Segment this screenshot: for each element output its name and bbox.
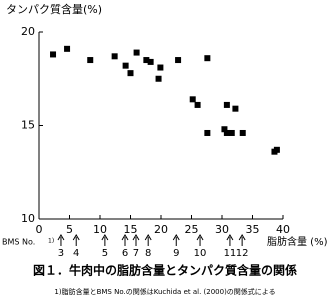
y-tick-label: 20 — [21, 25, 35, 38]
bms-arrow-head — [172, 234, 180, 241]
x-tick-label: 35 — [246, 223, 260, 236]
bms-arrow-head — [144, 234, 152, 241]
point — [239, 129, 246, 136]
point — [155, 75, 162, 82]
x-tick-label: 20 — [154, 223, 168, 236]
point — [87, 57, 94, 64]
bms-number: 10 — [194, 248, 207, 259]
bms-number: 3 — [58, 248, 64, 259]
bms-arrow-head — [196, 234, 204, 241]
bms-number: 6 — [122, 248, 128, 259]
point — [194, 101, 201, 108]
bms-arrow-head — [226, 234, 234, 241]
bms-number: 11 — [224, 248, 237, 259]
bms-arrow-head — [72, 234, 80, 241]
point — [273, 146, 280, 153]
point — [175, 57, 182, 64]
bms-number: 9 — [173, 248, 179, 259]
bms-number: 8 — [145, 248, 151, 259]
bms-number: 7 — [133, 248, 139, 259]
x-tick-label: 25 — [185, 223, 199, 236]
x-tick-label: 5 — [66, 223, 73, 236]
x-tick-label: 0 — [36, 223, 43, 236]
point — [228, 129, 235, 136]
bms-arrow-head — [132, 234, 140, 241]
point — [50, 51, 57, 58]
point — [122, 62, 129, 69]
point — [133, 49, 140, 56]
point — [223, 129, 230, 136]
point — [111, 53, 118, 60]
bms-label: BMS No. — [2, 238, 35, 247]
x-axis-title: 脂肪含量 (%) — [267, 235, 328, 248]
x-tick-label: 15 — [124, 223, 138, 236]
bms-arrow-head — [121, 234, 129, 241]
bms-number: 12 — [236, 248, 249, 259]
point — [143, 57, 150, 64]
x-tick-label: 30 — [215, 223, 229, 236]
point — [221, 126, 228, 133]
point — [147, 58, 154, 65]
x-tick-label: 40 — [276, 223, 290, 236]
point — [189, 96, 196, 103]
chart-title: 図１．牛肉中の脂肪含量とタンパク質含量の関係 — [33, 263, 297, 278]
point — [204, 129, 211, 136]
footnote: 1)脂肪含量とBMS No.の関係はKuchida et al. (2000)の… — [54, 287, 275, 296]
point — [127, 70, 134, 77]
point — [204, 55, 211, 62]
y-tick-label: 15 — [21, 119, 35, 132]
y-axis-title: タンパク質含量(%) — [6, 2, 102, 16]
point — [157, 64, 164, 71]
bms-arrow-head — [57, 234, 65, 241]
x-tick-label: 10 — [93, 223, 107, 236]
bms-number: 5 — [102, 248, 108, 259]
bms-number: 4 — [73, 248, 79, 259]
point — [64, 45, 71, 52]
point — [223, 101, 230, 108]
y-tick-label: 10 — [21, 212, 35, 225]
bms-arrow-head — [238, 234, 246, 241]
bms-note: 1) — [48, 238, 54, 245]
bms-arrow-head — [101, 234, 109, 241]
point — [232, 105, 239, 112]
